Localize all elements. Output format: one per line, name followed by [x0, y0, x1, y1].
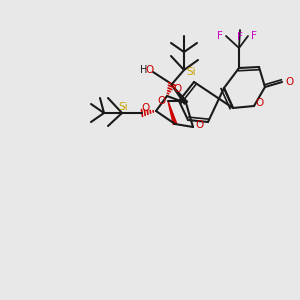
Text: O: O: [255, 98, 263, 108]
Text: O: O: [173, 84, 181, 94]
Text: Si: Si: [118, 102, 128, 112]
Text: H: H: [140, 65, 148, 75]
Text: O: O: [158, 96, 166, 106]
Text: O: O: [285, 77, 293, 87]
Text: O: O: [142, 103, 150, 113]
Text: O: O: [146, 65, 154, 75]
Polygon shape: [170, 83, 188, 104]
Text: Si: Si: [186, 67, 196, 77]
Text: O: O: [195, 120, 203, 130]
Text: F: F: [237, 32, 243, 42]
Text: F: F: [251, 31, 257, 41]
Polygon shape: [168, 101, 177, 124]
Text: F: F: [217, 31, 223, 41]
